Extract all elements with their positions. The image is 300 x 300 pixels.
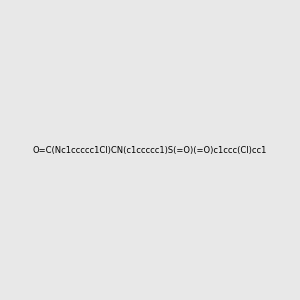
- Text: O=C(Nc1ccccc1Cl)CN(c1ccccc1)S(=O)(=O)c1ccc(Cl)cc1: O=C(Nc1ccccc1Cl)CN(c1ccccc1)S(=O)(=O)c1c…: [33, 146, 267, 154]
